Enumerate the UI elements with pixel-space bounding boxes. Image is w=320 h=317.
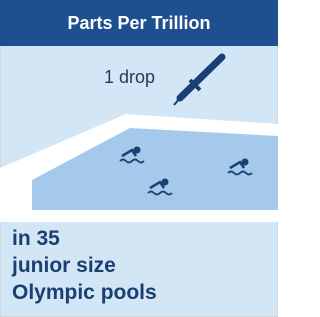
drop-label: 1 drop xyxy=(104,67,155,87)
caption-line: in 35 xyxy=(12,227,60,250)
caption-line: Olympic pools xyxy=(12,281,157,304)
header-title: Parts Per Trillion xyxy=(67,13,210,33)
caption-line: junior size xyxy=(11,254,116,277)
infographic: Parts Per Trillion 1 drop in 35 junior s… xyxy=(0,0,278,317)
